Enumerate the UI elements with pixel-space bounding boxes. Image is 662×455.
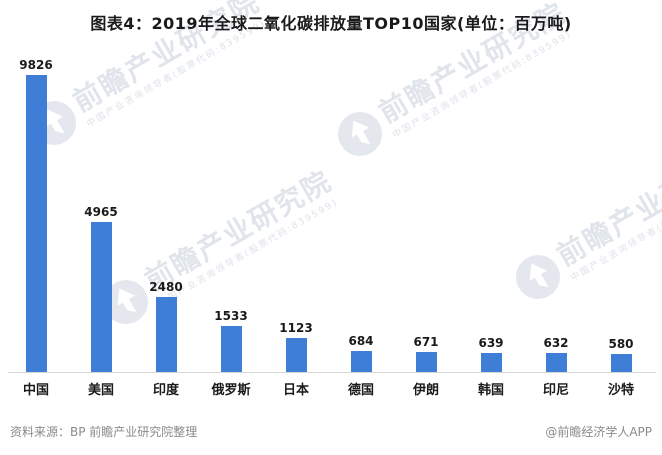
category-label: 中国 xyxy=(22,383,49,398)
bar-7 xyxy=(415,352,437,372)
x-axis-line xyxy=(8,372,656,373)
category-label: 德国 xyxy=(347,383,374,398)
bar-value-label: 1123 xyxy=(279,321,313,335)
bar-8 xyxy=(480,353,502,372)
category-label: 印度 xyxy=(152,383,179,398)
category-label: 印尼 xyxy=(542,383,569,398)
category-label: 韩国 xyxy=(477,383,504,398)
bar-10 xyxy=(610,354,632,372)
watermark-logo-icon xyxy=(330,104,392,168)
watermark-main-text: 前瞻产业研究院 xyxy=(550,138,662,273)
watermark-sub-text: 中国产业咨询领导者(股票代码:839599) xyxy=(568,171,662,284)
bar-value-label: 639 xyxy=(478,336,504,350)
bar-value-label: 2480 xyxy=(149,280,183,294)
watermark-main-text: 前瞻产业研究院 xyxy=(138,163,338,298)
bar-9 xyxy=(545,353,567,372)
category-label: 伊朗 xyxy=(412,383,439,398)
bar-value-label: 580 xyxy=(608,337,634,351)
bar-value-label: 4965 xyxy=(84,205,118,219)
category-label: 俄罗斯 xyxy=(211,383,251,398)
bar-2 xyxy=(90,222,112,372)
bar-value-label: 671 xyxy=(413,335,439,349)
watermark-sub-text: 中国产业咨询领导者(股票代码:839599) xyxy=(390,28,574,141)
bar-4 xyxy=(220,326,242,372)
watermark: 前瞻产业研究院 中国产业咨询领导者(股票代码:839599) xyxy=(508,139,662,311)
bar-value-label: 9826 xyxy=(19,58,53,72)
credit-note: @前瞻经济学人APP xyxy=(545,425,652,439)
watermark-logo-icon xyxy=(508,247,570,311)
bar-value-label: 1533 xyxy=(214,309,248,323)
bar-5 xyxy=(285,338,307,372)
bar-3 xyxy=(155,297,177,372)
bar-value-label: 632 xyxy=(543,336,569,350)
category-label: 沙特 xyxy=(607,383,634,398)
bar-1 xyxy=(25,75,47,372)
source-note: 资料来源：BP 前瞻产业研究院整理 xyxy=(10,425,198,439)
chart-title: 图表4：2019年全球二氧化碳排放量TOP10国家(单位：百万吨) xyxy=(90,14,572,33)
category-label: 日本 xyxy=(282,383,309,398)
category-label: 美国 xyxy=(87,383,114,398)
bar-6 xyxy=(350,351,372,372)
bar-value-label: 684 xyxy=(348,334,374,348)
